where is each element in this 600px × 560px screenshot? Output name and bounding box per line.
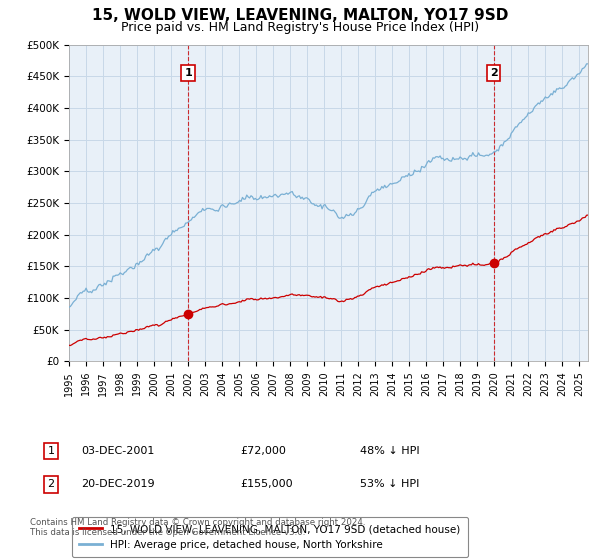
- Text: 2: 2: [47, 479, 55, 489]
- Text: 1: 1: [184, 68, 192, 78]
- Text: Contains HM Land Registry data © Crown copyright and database right 2024.
This d: Contains HM Land Registry data © Crown c…: [30, 518, 365, 538]
- Text: 20-DEC-2019: 20-DEC-2019: [81, 479, 155, 489]
- Text: £72,000: £72,000: [240, 446, 286, 456]
- Text: 48% ↓ HPI: 48% ↓ HPI: [360, 446, 419, 456]
- Text: 1: 1: [47, 446, 55, 456]
- Text: Price paid vs. HM Land Registry's House Price Index (HPI): Price paid vs. HM Land Registry's House …: [121, 21, 479, 34]
- Legend: 15, WOLD VIEW, LEAVENING, MALTON, YO17 9SD (detached house), HPI: Average price,: 15, WOLD VIEW, LEAVENING, MALTON, YO17 9…: [71, 517, 467, 557]
- Text: 03-DEC-2001: 03-DEC-2001: [81, 446, 154, 456]
- Text: 53% ↓ HPI: 53% ↓ HPI: [360, 479, 419, 489]
- Text: 15, WOLD VIEW, LEAVENING, MALTON, YO17 9SD: 15, WOLD VIEW, LEAVENING, MALTON, YO17 9…: [92, 8, 508, 24]
- Text: £155,000: £155,000: [240, 479, 293, 489]
- Text: 2: 2: [490, 68, 497, 78]
